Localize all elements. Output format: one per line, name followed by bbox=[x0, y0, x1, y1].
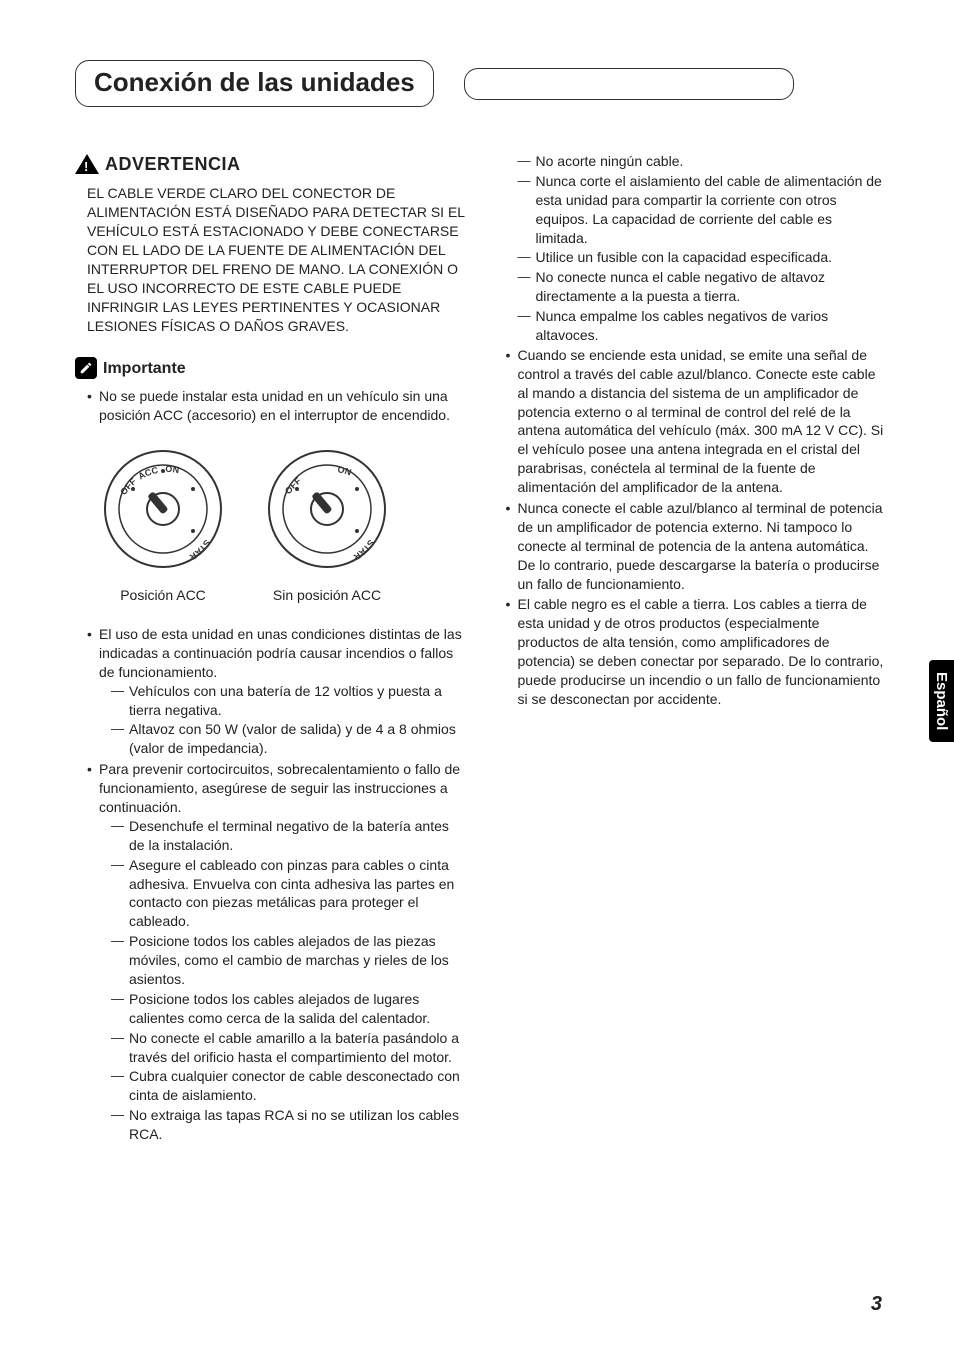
left-bullet-0: El uso de esta unidad en unas condicione… bbox=[87, 625, 466, 758]
right-bullet-list: Cuando se enciende esta unidad, se emite… bbox=[494, 346, 885, 709]
dial-without-acc: OFF ON START Sin posición ACC bbox=[257, 439, 397, 605]
dash-item: Altavoz con 50 W (valor de salida) y de … bbox=[111, 720, 466, 758]
dash-item: Utilice un fusible con la capacidad espe… bbox=[518, 248, 885, 267]
svg-text:ON: ON bbox=[337, 465, 353, 478]
empty-section-tab bbox=[464, 68, 794, 100]
dash-item: No acorte ningún cable. bbox=[518, 152, 885, 171]
important-intro-bullet: No se puede instalar esta unidad en un v… bbox=[87, 387, 466, 425]
page-number: 3 bbox=[871, 1293, 882, 1316]
left-bullet-1: Para prevenir cortocircuitos, sobrecalen… bbox=[87, 760, 466, 1144]
dash-item: Asegure el cableado con pinzas para cabl… bbox=[111, 856, 466, 932]
dash-item: No conecte nunca el cable negativo de al… bbox=[518, 268, 885, 306]
left-bullet-list: El uso de esta unidad en unas condicione… bbox=[75, 625, 466, 1144]
ignition-dial-noacc-icon: OFF ON START bbox=[257, 439, 397, 579]
section-header: Conexión de las unidades bbox=[75, 60, 884, 107]
dash-item: Posicione todos los cables alejados de l… bbox=[111, 932, 466, 989]
left-bullet-0-text: El uso de esta unidad en unas condicione… bbox=[99, 626, 462, 680]
dash-item: Nunca empalme los cables negativos de va… bbox=[518, 307, 885, 345]
warning-text: EL CABLE VERDE CLARO DEL CONECTOR DE ALI… bbox=[87, 184, 466, 335]
left-bullet-1-dashes: Desenchufe el terminal negativo de la ba… bbox=[99, 817, 466, 1144]
left-bullet-0-dashes: Vehículos con una batería de 12 voltios … bbox=[99, 682, 466, 759]
warning-icon bbox=[75, 154, 99, 174]
right-column: No acorte ningún cable. Nunca corte el a… bbox=[494, 152, 885, 1146]
warning-heading-row: ADVERTENCIA bbox=[75, 152, 466, 176]
ignition-dial-acc-icon: OFF ACC ON START bbox=[93, 439, 233, 579]
right-bullet: Cuando se enciende esta unidad, se emite… bbox=[506, 346, 885, 497]
important-heading: Importante bbox=[103, 358, 186, 380]
dial-label-acc: Posición ACC bbox=[93, 586, 233, 605]
section-title: Conexión de las unidades bbox=[75, 60, 434, 107]
right-dash-list: No acorte ningún cable. Nunca corte el a… bbox=[494, 152, 885, 345]
dash-item: Desenchufe el terminal negativo de la ba… bbox=[111, 817, 466, 855]
important-heading-row: Importante bbox=[75, 357, 466, 379]
dial-label-noacc: Sin posición ACC bbox=[257, 586, 397, 605]
dial-with-acc: OFF ACC ON START Posición ACC bbox=[93, 439, 233, 605]
left-bullet-1-text: Para prevenir cortocircuitos, sobrecalen… bbox=[99, 761, 460, 815]
dash-item: Nunca corte el aislamiento del cable de … bbox=[518, 172, 885, 248]
dash-item: Posicione todos los cables alejados de l… bbox=[111, 990, 466, 1028]
pencil-icon bbox=[75, 357, 97, 379]
right-bullet: Nunca conecte el cable azul/blanco al te… bbox=[506, 499, 885, 593]
dial-row: OFF ACC ON START Posición ACC bbox=[93, 439, 466, 605]
left-column: ADVERTENCIA EL CABLE VERDE CLARO DEL CON… bbox=[75, 152, 466, 1146]
dash-item: Cubra cualquier conector de cable descon… bbox=[111, 1067, 466, 1105]
language-tab: Español bbox=[929, 660, 954, 742]
svg-text:ACC: ACC bbox=[137, 465, 160, 482]
right-bullet: El cable negro es el cable a tierra. Los… bbox=[506, 595, 885, 708]
important-intro-list: No se puede instalar esta unidad en un v… bbox=[75, 387, 466, 425]
dash-item: No extraiga las tapas RCA si no se utili… bbox=[111, 1106, 466, 1144]
content-columns: ADVERTENCIA EL CABLE VERDE CLARO DEL CON… bbox=[75, 152, 884, 1146]
dash-item: No conecte el cable amarillo a la baterí… bbox=[111, 1029, 466, 1067]
warning-heading: ADVERTENCIA bbox=[105, 152, 241, 176]
dash-item: Vehículos con una batería de 12 voltios … bbox=[111, 682, 466, 720]
